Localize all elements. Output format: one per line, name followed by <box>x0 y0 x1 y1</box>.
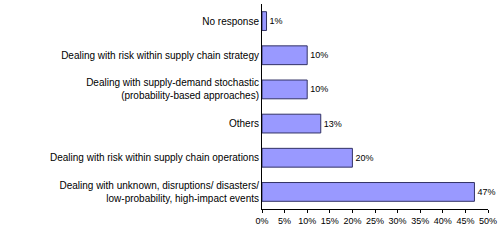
svg-text:40%: 40% <box>434 216 452 226</box>
svg-text:25%: 25% <box>366 216 384 226</box>
svg-text:50%: 50% <box>479 216 497 226</box>
svg-text:45%: 45% <box>456 216 474 226</box>
svg-text:20%: 20% <box>343 216 361 226</box>
svg-text:30%: 30% <box>389 216 407 226</box>
svg-text:Dealing with risk within suppl: Dealing with risk within supply chain op… <box>50 152 259 163</box>
svg-text:10%: 10% <box>310 84 328 94</box>
svg-text:1%: 1% <box>270 16 283 26</box>
svg-text:No response: No response <box>202 16 259 27</box>
svg-text:20%: 20% <box>355 153 373 163</box>
svg-text:Others: Others <box>229 118 259 129</box>
svg-text:15%: 15% <box>321 216 339 226</box>
svg-text:10%: 10% <box>310 50 328 60</box>
svg-text:47%: 47% <box>477 187 495 197</box>
svg-text:Dealing with supply-demand sto: Dealing with supply-demand stochastic(pr… <box>86 77 259 101</box>
svg-text:0%: 0% <box>255 216 268 226</box>
svg-text:13%: 13% <box>324 119 342 129</box>
svg-text:5%: 5% <box>278 216 291 226</box>
svg-text:10%: 10% <box>298 216 316 226</box>
svg-text:35%: 35% <box>411 216 429 226</box>
svg-text:Dealing with unknown, disrupti: Dealing with unknown, disruptions/ disas… <box>59 180 259 204</box>
svg-text:Dealing with risk within suppl: Dealing with risk within supply chain st… <box>61 50 259 61</box>
